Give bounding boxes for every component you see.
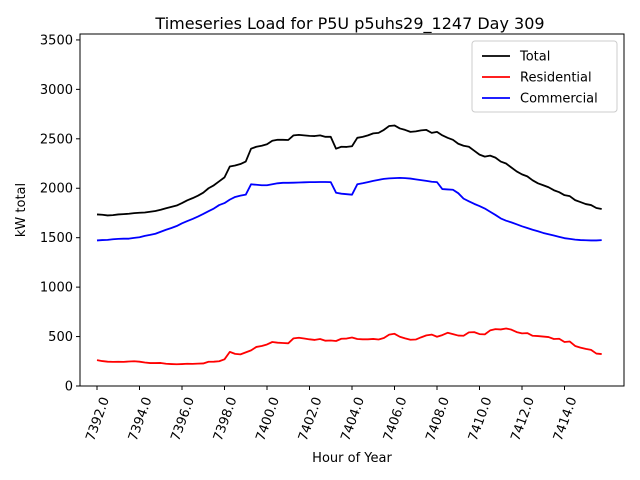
y-axis: 0 500 1000 1500 2000 2500 3000 3500 [40, 33, 80, 395]
y-tick-label: 1000 [40, 281, 73, 296]
legend-label-commercial: Commercial [520, 92, 598, 107]
y-axis-label: kW total [14, 183, 29, 237]
y-tick-label: 0 [65, 380, 73, 395]
y-tick-label: 2000 [40, 182, 73, 197]
x-axis-label: Hour of Year [312, 451, 392, 466]
y-tick-label: 2500 [40, 132, 73, 147]
series-lines [96, 124, 602, 366]
y-tick-label: 3000 [40, 83, 73, 98]
legend-label-total: Total [519, 50, 550, 65]
legend-entries: Total Residential Commercial [482, 50, 598, 107]
y-tick-label: 1500 [40, 231, 73, 246]
chart-title: Timeseries Load for P5U p5uhs29_1247 Day… [154, 14, 544, 34]
series-line-residential [96, 327, 602, 366]
y-tick-label: 3500 [40, 33, 73, 48]
plot-area [79, 33, 625, 387]
series-line-total [96, 124, 602, 217]
series-line-commercial [96, 176, 602, 242]
y-tick-label: 500 [48, 330, 73, 345]
legend: Total Residential Commercial [471, 40, 618, 113]
legend-label-residential: Residential [520, 71, 592, 86]
legend-box [471, 40, 618, 113]
